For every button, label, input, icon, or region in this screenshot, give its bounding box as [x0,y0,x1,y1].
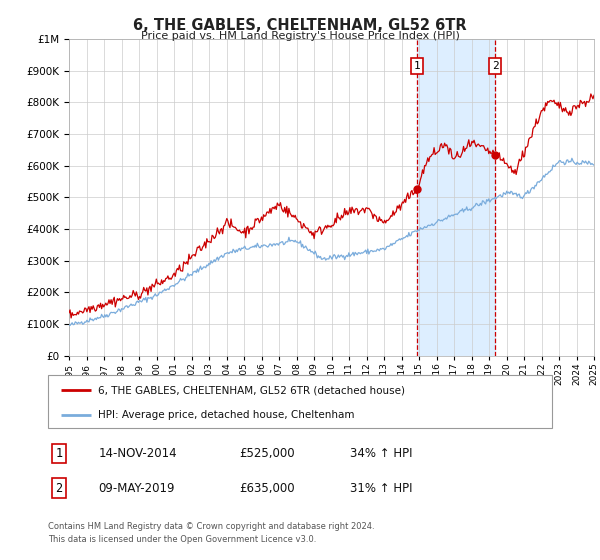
Text: This data is licensed under the Open Government Licence v3.0.: This data is licensed under the Open Gov… [48,534,316,544]
Text: 14-NOV-2014: 14-NOV-2014 [98,447,177,460]
Text: 2: 2 [56,482,62,494]
Text: Price paid vs. HM Land Registry's House Price Index (HPI): Price paid vs. HM Land Registry's House … [140,31,460,41]
Text: 31% ↑ HPI: 31% ↑ HPI [350,482,413,494]
Text: Contains HM Land Registry data © Crown copyright and database right 2024.: Contains HM Land Registry data © Crown c… [48,522,374,531]
Text: 6, THE GABLES, CHELTENHAM, GL52 6TR: 6, THE GABLES, CHELTENHAM, GL52 6TR [133,18,467,33]
Text: 2: 2 [492,61,499,71]
Text: 6, THE GABLES, CHELTENHAM, GL52 6TR (detached house): 6, THE GABLES, CHELTENHAM, GL52 6TR (det… [98,385,406,395]
Text: £525,000: £525,000 [239,447,295,460]
Text: 09-MAY-2019: 09-MAY-2019 [98,482,175,494]
Text: 1: 1 [56,447,62,460]
Bar [417,39,495,356]
Text: HPI: Average price, detached house, Cheltenham: HPI: Average price, detached house, Chel… [98,410,355,420]
Text: 34% ↑ HPI: 34% ↑ HPI [350,447,413,460]
Text: 1: 1 [413,61,420,71]
Text: £635,000: £635,000 [239,482,295,494]
